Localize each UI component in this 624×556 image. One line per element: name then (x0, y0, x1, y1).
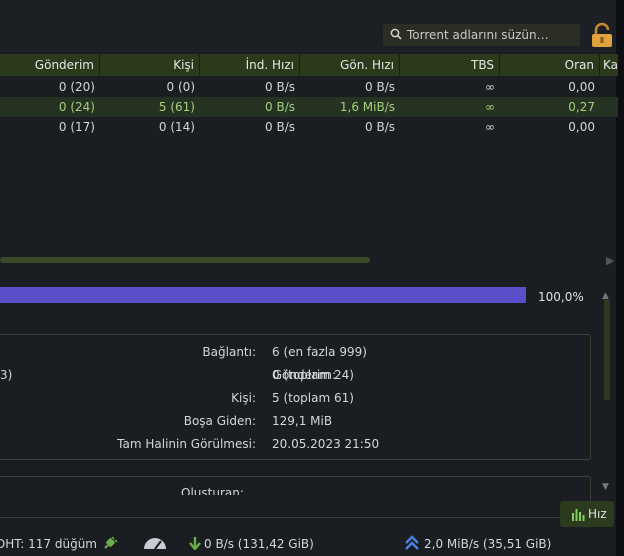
cell-upload-speed: 1,6 MiB/s (339, 100, 395, 114)
plug-icon[interactable] (102, 535, 118, 551)
scroll-down-arrow-icon[interactable]: ▼ (602, 482, 609, 492)
cell-ratio: 0,27 (568, 100, 595, 114)
label-connections: Bağlantı: (202, 345, 256, 359)
details-scrollbar-handle[interactable] (604, 300, 610, 400)
cell-upload-speed: 0 B/s (365, 80, 395, 94)
column-header-peers[interactable]: Kişi (100, 54, 200, 76)
cell-eta: ∞ (485, 80, 495, 94)
scroll-right-arrow-icon[interactable]: ▶ (606, 254, 615, 267)
value-wasted: 129,1 MiB (272, 414, 333, 428)
value-connections: 6 (en fazla 999) (272, 345, 367, 359)
table-row[interactable]: 0 (20) 0 (0) 0 B/s 0 B/s ∞ 0,00 (0, 77, 618, 97)
column-header-more[interactable]: Ka (603, 58, 618, 72)
value-last-seen-complete: 20.05.2023 21:50 (272, 437, 380, 451)
speedometer-icon[interactable] (142, 536, 168, 550)
cell-upload: 0 (24) (58, 100, 95, 114)
cell-download-speed: 0 B/s (265, 80, 295, 94)
cell-upload-speed: 0 B/s (365, 120, 395, 134)
created-by-label: Oluşturan: (181, 486, 244, 495)
speed-button-label: Hız (588, 507, 607, 521)
connection-info-group (0, 334, 591, 460)
table-row[interactable]: 0 (24) 5 (61) 0 B/s 1,6 MiB/s ∞ 0,27 (0, 97, 618, 117)
table-header: Gönderim Kişi İnd. Hızı Gön. Hızı TBS Or… (0, 54, 618, 77)
progress-label: 100,0% (538, 290, 584, 304)
cell-ratio: 0,00 (568, 120, 595, 134)
scroll-up-arrow-icon[interactable]: ▲ (602, 291, 609, 301)
column-header-upload[interactable]: Gönderim (0, 54, 100, 76)
torrent-info-group (0, 476, 591, 518)
speed-button[interactable] (560, 501, 614, 527)
progress-bar (0, 287, 526, 303)
column-header-ratio[interactable]: Oran (500, 54, 600, 76)
cell-peers: 0 (0) (166, 80, 195, 94)
lock-icon[interactable] (590, 22, 614, 48)
search-input[interactable] (383, 24, 580, 46)
cell-download-speed: 0 B/s (265, 100, 295, 114)
label-seeds: Gönderim: (272, 368, 336, 382)
table-row[interactable]: 0 (17) 0 (14) 0 B/s 0 B/s ∞ 0,00 (0, 117, 618, 137)
cell-upload: 0 (17) (58, 120, 95, 134)
cell-eta: ∞ (485, 100, 495, 114)
cell-peers: 5 (61) (158, 100, 195, 114)
speed-graph-icon (572, 509, 585, 521)
horizontal-scrollbar-handle[interactable] (0, 257, 370, 263)
dht-status: DHT: 117 düğüm (0, 537, 97, 551)
label-last-seen-complete: Tam Halinin Görülmesi: (117, 437, 256, 451)
cell-download-speed: 0 B/s (265, 120, 295, 134)
search-icon (390, 28, 402, 40)
search-placeholder: Torrent adlarını süzün… (407, 28, 549, 42)
cell-ratio: 0,00 (568, 80, 595, 94)
value-peers: 5 (toplam 61) (272, 391, 354, 405)
vertical-scrollbar[interactable] (616, 0, 624, 556)
cell-peers: 0 (14) (158, 120, 195, 134)
cell-eta: ∞ (485, 120, 495, 134)
label-peers: Kişi: (231, 391, 256, 405)
column-header-upload-speed[interactable]: Gön. Hızı (300, 54, 400, 76)
upload-arrow-icon (405, 535, 419, 550)
download-status: 0 B/s (131,42 GiB) (204, 537, 314, 551)
cell-upload: 0 (20) (58, 80, 95, 94)
status-bar (0, 530, 616, 556)
info-left-fragment: 3) (0, 368, 13, 382)
column-header-download-speed[interactable]: İnd. Hızı (200, 54, 300, 76)
column-header-eta[interactable]: TBS (400, 54, 500, 76)
upload-status: 2,0 MiB/s (35,51 GiB) (424, 537, 552, 551)
label-wasted: Boşa Giden: (183, 414, 256, 428)
value-seeds: 0 (toplam 24) (272, 368, 354, 382)
download-arrow-icon (189, 537, 201, 550)
